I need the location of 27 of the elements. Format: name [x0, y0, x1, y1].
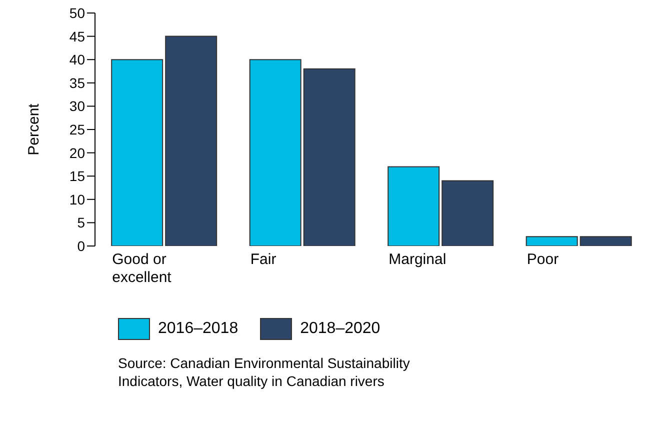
x-tick-label: Marginal: [388, 251, 446, 268]
bar: [388, 166, 440, 246]
bar: [249, 59, 302, 246]
y-tick-label: 20: [69, 144, 86, 161]
y-tick-label: 25: [69, 121, 86, 138]
y-axis-title: Percent: [25, 102, 42, 156]
legend-label: 2016–2018: [158, 320, 238, 338]
y-tick-label: 50: [69, 4, 86, 21]
bar: [303, 68, 356, 246]
y-tick-label: 5: [77, 214, 86, 231]
y-tick-label: 10: [69, 191, 86, 208]
x-tick-label: Good or excellent: [112, 251, 172, 286]
bar: [526, 236, 578, 246]
bar: [111, 59, 164, 246]
legend-label: 2018–2020: [300, 320, 380, 338]
bar: [165, 36, 218, 246]
y-tick-label: 40: [69, 52, 86, 68]
y-tick-label: 45: [69, 28, 86, 44]
y-tick-label: 35: [69, 74, 86, 91]
x-tick-label: Poor: [526, 251, 559, 268]
x-tick-label: Fair: [250, 251, 276, 268]
bar: [580, 236, 632, 246]
y-tick-label: 15: [69, 168, 86, 184]
source-note: Source: Canadian Environmental Sustainability Indicators, Water quality in Canadian rivers: [118, 354, 411, 390]
bar: [442, 180, 494, 246]
y-tick-label: 0: [77, 238, 86, 254]
y-tick-label: 30: [69, 98, 86, 114]
